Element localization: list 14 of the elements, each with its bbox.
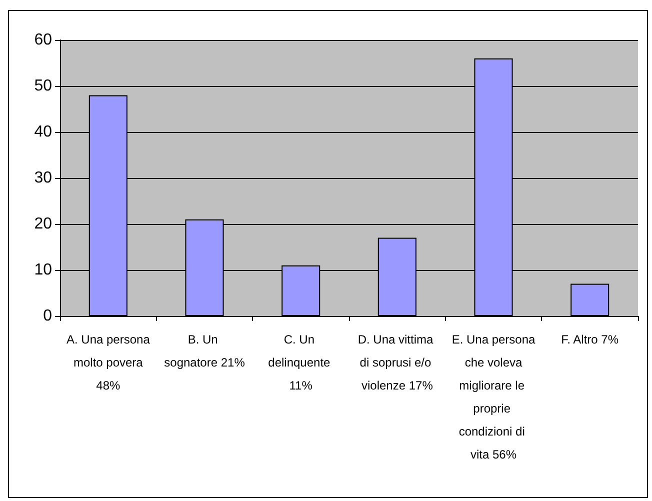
y-tick-label: 40 <box>34 124 52 140</box>
x-tick-label: A. Una persona molto povera 48% <box>66 332 150 392</box>
y-tick-label: 0 <box>43 308 52 324</box>
y-tick-label: 30 <box>34 170 52 186</box>
y-tick-label: 20 <box>34 216 52 232</box>
x-tick-label: D. Una vittima di soprusi e/o violenze 17% <box>358 332 437 392</box>
x-tick-label: C. Un delinquente 11% <box>268 332 334 392</box>
y-tick-label: 60 <box>34 32 52 48</box>
y-tick-label: 50 <box>34 78 52 94</box>
bar <box>570 284 610 316</box>
y-tick-label: 10 <box>34 262 52 278</box>
x-tick-label: B. Un sognatore 21% <box>164 332 246 370</box>
x-tick-label: E. Una persona che voleva migliorare le proprie condizioni di vita 56% <box>452 332 536 462</box>
x-tick-label: F. Altro 7% <box>561 332 619 346</box>
